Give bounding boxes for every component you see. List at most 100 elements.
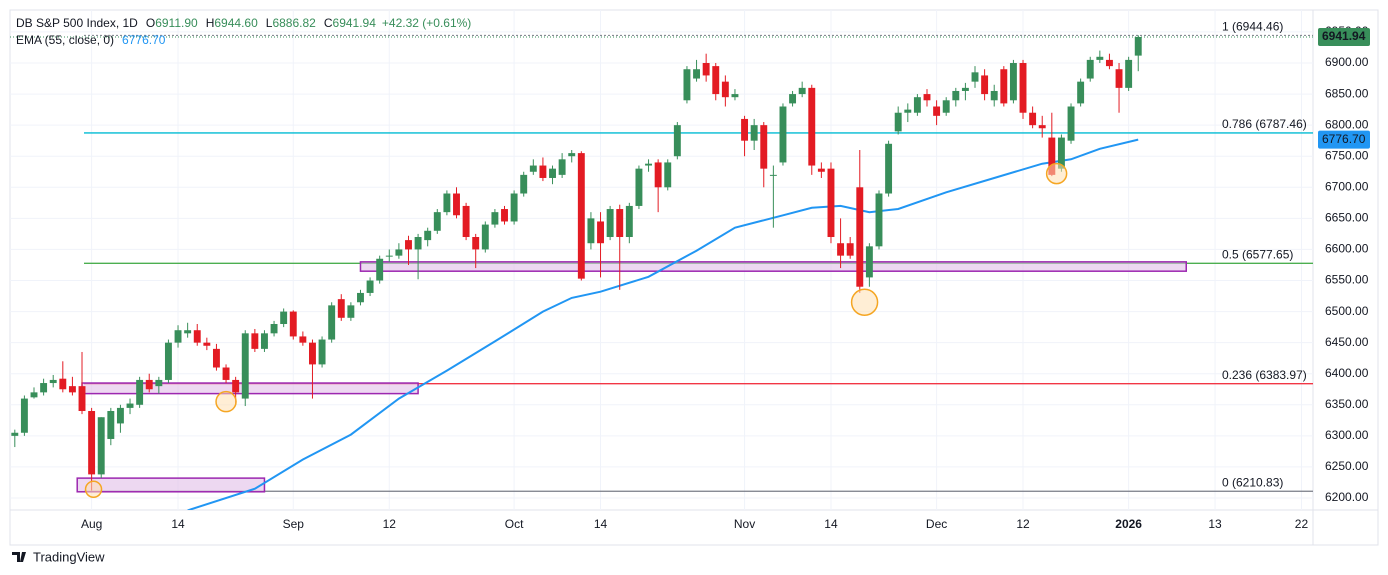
- candle-body: [318, 339, 326, 365]
- y-tick-label: 6750.00: [1325, 148, 1369, 162]
- candle-body: [1086, 59, 1094, 79]
- candle-body: [443, 193, 451, 213]
- candle-body: [68, 386, 76, 393]
- y-tick-label: 6350.00: [1325, 397, 1369, 411]
- candle-body: [405, 240, 412, 250]
- x-tick-label: Dec: [926, 517, 947, 531]
- candle-body: [1029, 112, 1037, 126]
- y-tick-label: 6250.00: [1325, 459, 1369, 473]
- candle-body: [1067, 106, 1075, 141]
- candle-body: [721, 81, 729, 98]
- last-price-badge: [1318, 27, 1370, 46]
- candle-body: [1048, 137, 1056, 175]
- candle-body: [808, 87, 816, 166]
- candle-body: [501, 209, 508, 222]
- x-tick-label: 14: [824, 517, 838, 531]
- level-label: 0.236 (6383.97): [1222, 368, 1307, 382]
- candle-body: [1057, 137, 1065, 169]
- candle-body: [241, 333, 249, 399]
- candle-body: [395, 249, 403, 256]
- candle-body: [30, 392, 38, 398]
- candle-body: [193, 330, 201, 343]
- candle-body: [1096, 56, 1104, 60]
- candle-body: [827, 168, 835, 238]
- candle-body: [568, 153, 576, 157]
- candle-body: [798, 87, 806, 95]
- symbol-title: DB S&P 500 Index, 1D: [16, 16, 138, 30]
- candle-body: [817, 168, 825, 172]
- candle-body: [116, 407, 124, 424]
- candle-body: [1115, 69, 1123, 88]
- candle-body: [750, 125, 758, 141]
- candle-body: [164, 342, 172, 380]
- ema-legend: EMA (55, close, 0) 6776.70: [16, 33, 166, 47]
- candle-body: [1038, 125, 1046, 129]
- candle-body: [20, 398, 28, 433]
- candle-body: [942, 100, 950, 113]
- candle-body: [347, 305, 355, 318]
- x-tick-label: 14: [594, 517, 608, 531]
- candle-body: [366, 280, 374, 293]
- candle-body: [385, 255, 393, 257]
- candle-body: [856, 187, 864, 287]
- candle-body: [702, 63, 710, 76]
- candle-body: [270, 324, 278, 334]
- candle-body: [78, 386, 86, 412]
- ohlc-key: O: [146, 16, 155, 30]
- x-tick-label: 12: [383, 517, 397, 531]
- candle-body: [597, 221, 604, 244]
- candle-body: [731, 94, 739, 98]
- candle-body: [472, 237, 480, 250]
- candle-body: [337, 299, 345, 318]
- candle-body: [212, 348, 220, 368]
- candle-body: [107, 411, 115, 439]
- candle-body: [923, 94, 931, 101]
- candle-body: [760, 125, 768, 169]
- ema-badge: [1318, 130, 1370, 149]
- candle-body: [779, 106, 787, 163]
- change: +42.32 (+0.61%): [382, 16, 471, 30]
- candle-body: [654, 162, 662, 188]
- y-tick-label: 6850.00: [1325, 86, 1369, 100]
- level-label: 0 (6210.83): [1222, 475, 1283, 489]
- candle-body: [510, 193, 518, 222]
- x-tick-label: 22: [1295, 517, 1309, 531]
- ema-badge-label: 6776.70: [1322, 132, 1366, 146]
- candle-body: [88, 411, 96, 475]
- y-tick-label: 6550.00: [1325, 273, 1369, 287]
- ohlc-value: 6886.82: [272, 16, 316, 30]
- candle-body: [616, 209, 624, 238]
- candle-body: [309, 342, 316, 365]
- candle-body: [635, 168, 643, 206]
- candle-body: [693, 69, 701, 79]
- highlight-circle: [215, 390, 237, 413]
- last-price-label: 6941.94: [1322, 29, 1366, 43]
- y-tick-label: 6650.00: [1325, 211, 1369, 225]
- candle-body: [961, 87, 969, 91]
- candle-body: [357, 292, 364, 303]
- candle-body: [1000, 69, 1008, 104]
- candle-body: [664, 162, 672, 188]
- candle-body: [769, 174, 777, 176]
- ohlc-key: C: [324, 16, 333, 30]
- ema-value: 6776.70: [122, 33, 166, 47]
- candle-body: [587, 218, 595, 244]
- x-tick-label: 13: [1208, 517, 1222, 531]
- candle-body: [913, 97, 921, 113]
- candle-body: [299, 336, 307, 343]
- candle-body: [625, 205, 633, 238]
- level-label: 0.786 (6787.46): [1222, 117, 1307, 131]
- candle-body: [145, 379, 153, 390]
- candle-body: [1019, 63, 1027, 113]
- candle-body: [1134, 36, 1142, 56]
- candle-body: [577, 153, 585, 279]
- candle-body: [904, 109, 912, 113]
- candle-body: [280, 311, 288, 325]
- level-label: 0.5 (6577.65): [1222, 247, 1293, 261]
- candle-body: [289, 311, 297, 337]
- candle-body: [837, 243, 845, 256]
- y-tick-label: 6400.00: [1325, 366, 1369, 380]
- y-tick-label: 6800.00: [1325, 117, 1369, 131]
- candle-body: [260, 333, 268, 349]
- y-tick-label: 6500.00: [1325, 304, 1369, 318]
